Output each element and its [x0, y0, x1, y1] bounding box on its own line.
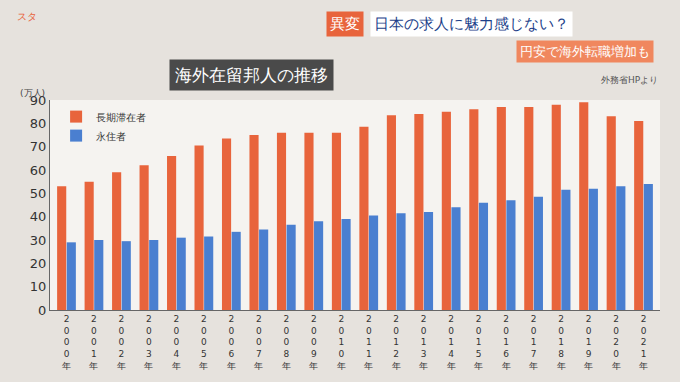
svg-text:外務省HPより: 外務省HPより: [601, 75, 658, 85]
svg-text:2000年: 2000年: [62, 314, 71, 371]
svg-text:2015年: 2015年: [474, 314, 483, 371]
svg-text:2003年: 2003年: [144, 314, 153, 371]
svg-text:90: 90: [30, 93, 47, 108]
svg-text:海外在留邦人の推移: 海外在留邦人の推移: [175, 65, 328, 85]
svg-text:40: 40: [30, 209, 47, 224]
svg-text:2012年: 2012年: [392, 314, 401, 371]
svg-text:60: 60: [30, 163, 47, 178]
svg-text:2021年: 2021年: [639, 314, 648, 371]
svg-text:0: 0: [38, 303, 46, 318]
svg-text:70: 70: [30, 139, 47, 154]
svg-text:日本の求人に魅力感じない？: 日本の求人に魅力感じない？: [374, 15, 569, 33]
svg-text:80: 80: [30, 116, 47, 131]
svg-text:(万人): (万人): [20, 88, 45, 98]
svg-text:2006年: 2006年: [227, 314, 236, 371]
svg-text:円安で海外転職増加も: 円安で海外転職増加も: [520, 44, 650, 59]
svg-text:10: 10: [30, 279, 47, 294]
svg-text:長期滞在者: 長期滞在者: [96, 112, 146, 123]
svg-text:30: 30: [30, 233, 47, 248]
svg-text:永住者: 永住者: [96, 131, 126, 142]
svg-text:2011年: 2011年: [364, 314, 373, 371]
svg-text:2014年: 2014年: [447, 314, 456, 371]
svg-text:2002年: 2002年: [117, 314, 126, 371]
svg-text:2019年: 2019年: [584, 314, 593, 371]
svg-text:2008年: 2008年: [282, 314, 291, 371]
svg-text:2005年: 2005年: [199, 314, 208, 371]
svg-text:2016年: 2016年: [502, 314, 511, 371]
svg-text:2001年: 2001年: [89, 314, 98, 371]
svg-text:2004年: 2004年: [172, 314, 181, 371]
svg-text:異変: 異変: [330, 15, 360, 33]
svg-text:2007年: 2007年: [254, 314, 263, 371]
svg-text:2013年: 2013年: [419, 314, 428, 371]
svg-text:2009年: 2009年: [309, 314, 318, 371]
svg-text:2020年: 2020年: [612, 314, 621, 371]
svg-text:50: 50: [30, 186, 47, 201]
svg-text:2010年: 2010年: [337, 314, 346, 371]
svg-text:2018年: 2018年: [557, 314, 566, 371]
svg-text:20: 20: [30, 256, 47, 271]
svg-text:スタ: スタ: [17, 11, 37, 22]
svg-text:2017年: 2017年: [529, 314, 538, 371]
